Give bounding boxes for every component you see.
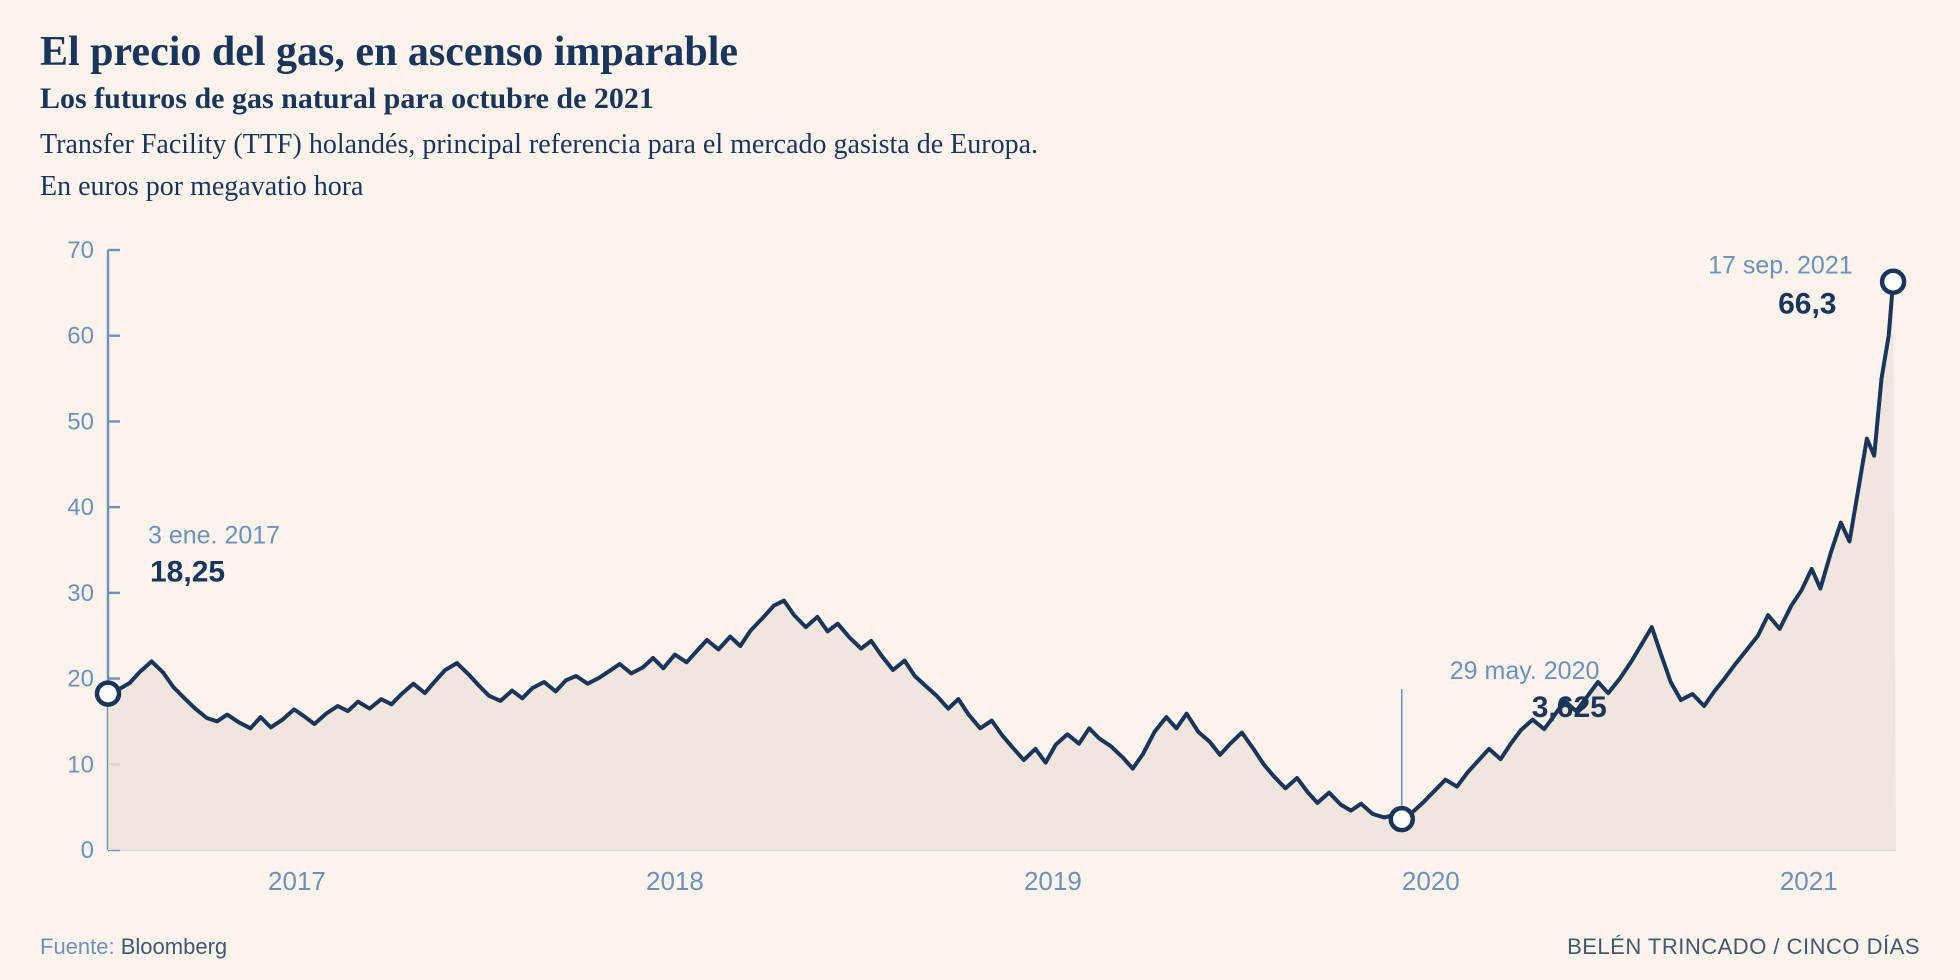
area-fill bbox=[108, 281, 1896, 849]
x-tick-label: 2018 bbox=[646, 866, 704, 896]
y-tick-label: 10 bbox=[67, 751, 94, 778]
y-tick-label: 40 bbox=[67, 494, 94, 521]
y-tick-label: 50 bbox=[67, 408, 94, 435]
x-tick-label: 2017 bbox=[268, 866, 326, 896]
annotation-date: 17 sep. 2021 bbox=[1708, 251, 1853, 279]
x-tick-label: 2019 bbox=[1024, 866, 1082, 896]
x-tick-label: 2021 bbox=[1780, 866, 1838, 896]
chart-area: 0 10 20 30 40 50 60 70 2017 2018 2019 2020 2021 3 ene… bbox=[40, 230, 1920, 926]
source-label: Fuente: bbox=[40, 934, 115, 959]
chart-footer: Fuente: Bloomberg BELÉN TRINCADO / CINCO… bbox=[40, 926, 1920, 960]
y-tick-label: 20 bbox=[67, 665, 94, 692]
annotation-marker bbox=[97, 682, 119, 704]
chart-title: El precio del gas, en ascenso imparable bbox=[40, 28, 1920, 76]
chart-desc-1: Transfer Facility (TTF) holandés, princi… bbox=[40, 126, 1920, 164]
x-tick-label: 2020 bbox=[1402, 866, 1460, 896]
y-tick-label: 60 bbox=[67, 322, 94, 349]
y-tick-label: 0 bbox=[81, 837, 94, 864]
annotation-date: 29 may. 2020 bbox=[1450, 657, 1600, 685]
source-value: Bloomberg bbox=[121, 934, 227, 959]
chart-credit: BELÉN TRINCADO / CINCO DÍAS bbox=[1567, 934, 1920, 960]
annotation-value: 66,3 bbox=[1778, 287, 1836, 320]
annotation-value: 18,25 bbox=[150, 555, 225, 588]
chart-subtitle: Los futuros de gas natural para octubre … bbox=[40, 82, 1920, 116]
annotation-date: 3 ene. 2017 bbox=[148, 521, 280, 549]
annotation-marker bbox=[1391, 808, 1413, 830]
chart-desc-2: En euros por megavatio hora bbox=[40, 168, 1920, 206]
annotation-value: 3,625 bbox=[1532, 691, 1607, 724]
y-tick-label: 70 bbox=[67, 237, 94, 264]
annotation-marker bbox=[1882, 270, 1904, 292]
y-tick-label: 30 bbox=[67, 579, 94, 606]
line-chart-svg: 0 10 20 30 40 50 60 70 2017 2018 2019 2020 2021 3 ene… bbox=[40, 230, 1920, 910]
